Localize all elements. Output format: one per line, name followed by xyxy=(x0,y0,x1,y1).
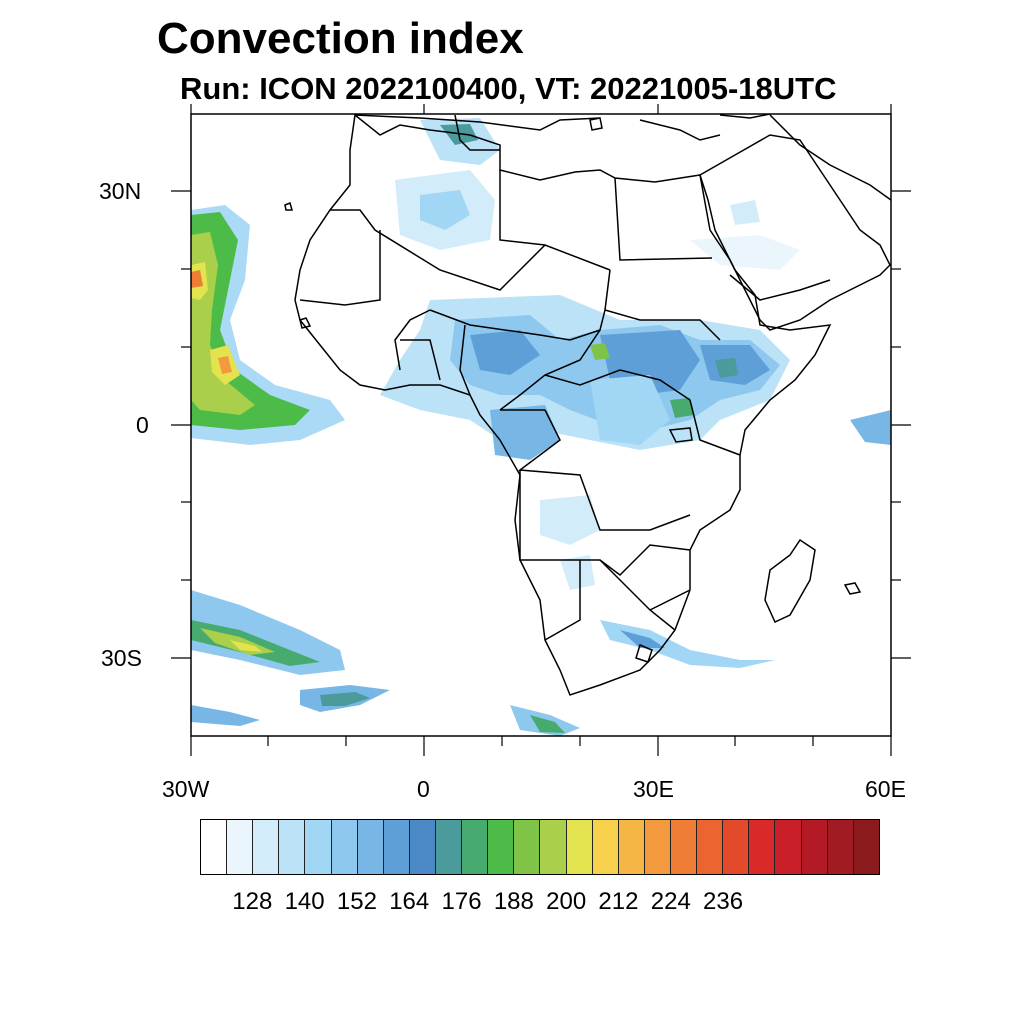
colorbar-cell xyxy=(801,820,828,874)
colorbar-cell xyxy=(435,820,463,874)
axis-ticks xyxy=(171,104,911,756)
colorbar-cell xyxy=(409,820,436,874)
colorbar-cell xyxy=(566,820,593,874)
colorbar xyxy=(200,819,880,875)
colorbar-label: 200 xyxy=(546,888,587,915)
colorbar-cell xyxy=(723,820,750,874)
lon-label-60e: 60E xyxy=(865,776,906,802)
lon-label-0: 0 xyxy=(417,776,430,802)
colorbar-cell xyxy=(488,820,515,874)
colorbar-cell xyxy=(618,820,645,874)
lon-label-30w: 30W xyxy=(162,776,210,802)
lat-label-0: 0 xyxy=(136,412,149,438)
colorbar-cell xyxy=(775,820,802,874)
convection-field-south-atlantic xyxy=(191,590,580,736)
colorbar-cell xyxy=(697,820,724,874)
colorbar-cell xyxy=(201,820,228,874)
colorbar-cell xyxy=(670,820,698,874)
map-title: Convection index xyxy=(157,14,524,63)
colorbar-cell xyxy=(357,820,384,874)
colorbar-cell xyxy=(227,820,254,874)
colorbar-cell xyxy=(853,820,879,874)
colorbar-label: 236 xyxy=(703,888,744,915)
colorbar-label: 188 xyxy=(493,888,534,915)
lon-label-30e: 30E xyxy=(633,776,674,802)
convection-field-land xyxy=(380,118,891,668)
colorbar-cell xyxy=(592,820,619,874)
colorbar-cell xyxy=(305,820,332,874)
colorbar-cell xyxy=(540,820,567,874)
colorbar-cell xyxy=(279,820,306,874)
colorbar-cell xyxy=(514,820,541,874)
colorbar-label: 212 xyxy=(598,888,639,915)
colorbar-label: 128 xyxy=(232,888,273,915)
coastlines-borders xyxy=(284,114,891,696)
map-subtitle: Run: ICON 2022100400, VT: 20221005-18UTC xyxy=(180,71,837,106)
colorbar-cell xyxy=(253,820,280,874)
colorbar-cell xyxy=(383,820,410,874)
colorbar-label: 176 xyxy=(441,888,482,915)
colorbar-cell xyxy=(462,820,489,874)
colorbar-label: 140 xyxy=(284,888,325,915)
colorbar-label: 164 xyxy=(389,888,430,915)
convection-field-north-atlantic xyxy=(191,205,345,445)
lat-label-30s: 30S xyxy=(101,645,142,671)
colorbar-cell xyxy=(644,820,671,874)
colorbar-cell xyxy=(331,820,358,874)
colorbar-label: 224 xyxy=(650,888,691,915)
colorbar-cell xyxy=(749,820,776,874)
colorbar-cell xyxy=(827,820,854,874)
lat-label-30n: 30N xyxy=(99,178,142,204)
colorbar-label: 152 xyxy=(336,888,377,915)
